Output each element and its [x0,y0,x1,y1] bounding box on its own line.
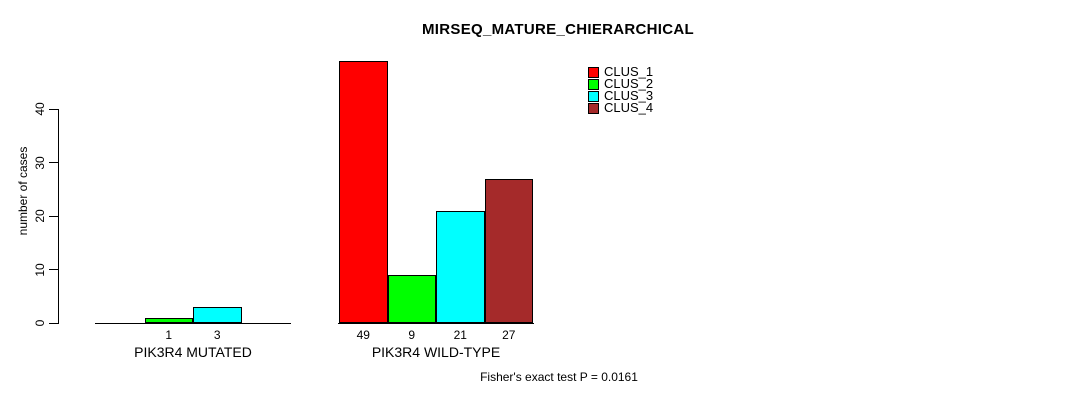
legend-item: CLUS_2 [588,76,654,91]
group-label: PIK3R4 MUTATED [134,344,252,360]
bar [436,210,485,323]
y-tick-label: 10 [33,262,47,277]
y-axis-tick [49,108,59,110]
p-value-note: Fisher's exact test P = 0.0161 [480,370,638,384]
legend-swatch [588,90,599,102]
bar-value-label: 49 [356,328,370,342]
legend-swatch [588,102,599,114]
y-axis-tick [49,215,59,217]
y-tick-label: 0 [33,319,47,327]
bar-value-label: 27 [502,328,516,342]
legend-label: CLUS_2 [604,76,654,91]
legend-swatch [588,66,599,78]
x-axis-baseline [95,323,291,324]
bar [484,178,533,323]
y-axis-tick [49,162,59,163]
y-axis-tick [49,269,59,270]
legend-item: CLUS_3 [588,88,654,103]
legend-item: CLUS_1 [588,64,654,79]
legend-label: CLUS_3 [604,88,654,103]
bar-value-label: 3 [213,328,221,342]
bar-value-label: 21 [453,328,467,342]
bar [339,60,388,323]
chart-title: MIRSEQ_MATURE_CHIERARCHICAL [422,21,694,38]
bar [387,274,436,323]
legend: CLUS_1 CLUS_2 CLUS_3 CLUS_4 [588,64,654,115]
y-tick-label: 30 [33,155,47,170]
y-axis-line [58,109,59,324]
legend-item: CLUS_4 [588,100,654,115]
y-tick-label: 40 [33,102,47,116]
legend-swatch [588,78,599,90]
y-tick-label: 20 [33,209,47,223]
bar-value-label: 1 [165,328,173,342]
y-axis-label: number of cases [16,146,30,236]
group-label: PIK3R4 WILD-TYPE [371,344,501,360]
bar [193,306,242,323]
x-axis-baseline [338,323,534,324]
y-axis-tick [49,322,59,324]
legend-label: CLUS_4 [604,100,654,115]
bar-value-label: 9 [408,328,416,342]
bar [144,317,193,323]
legend-label: CLUS_1 [604,64,654,79]
